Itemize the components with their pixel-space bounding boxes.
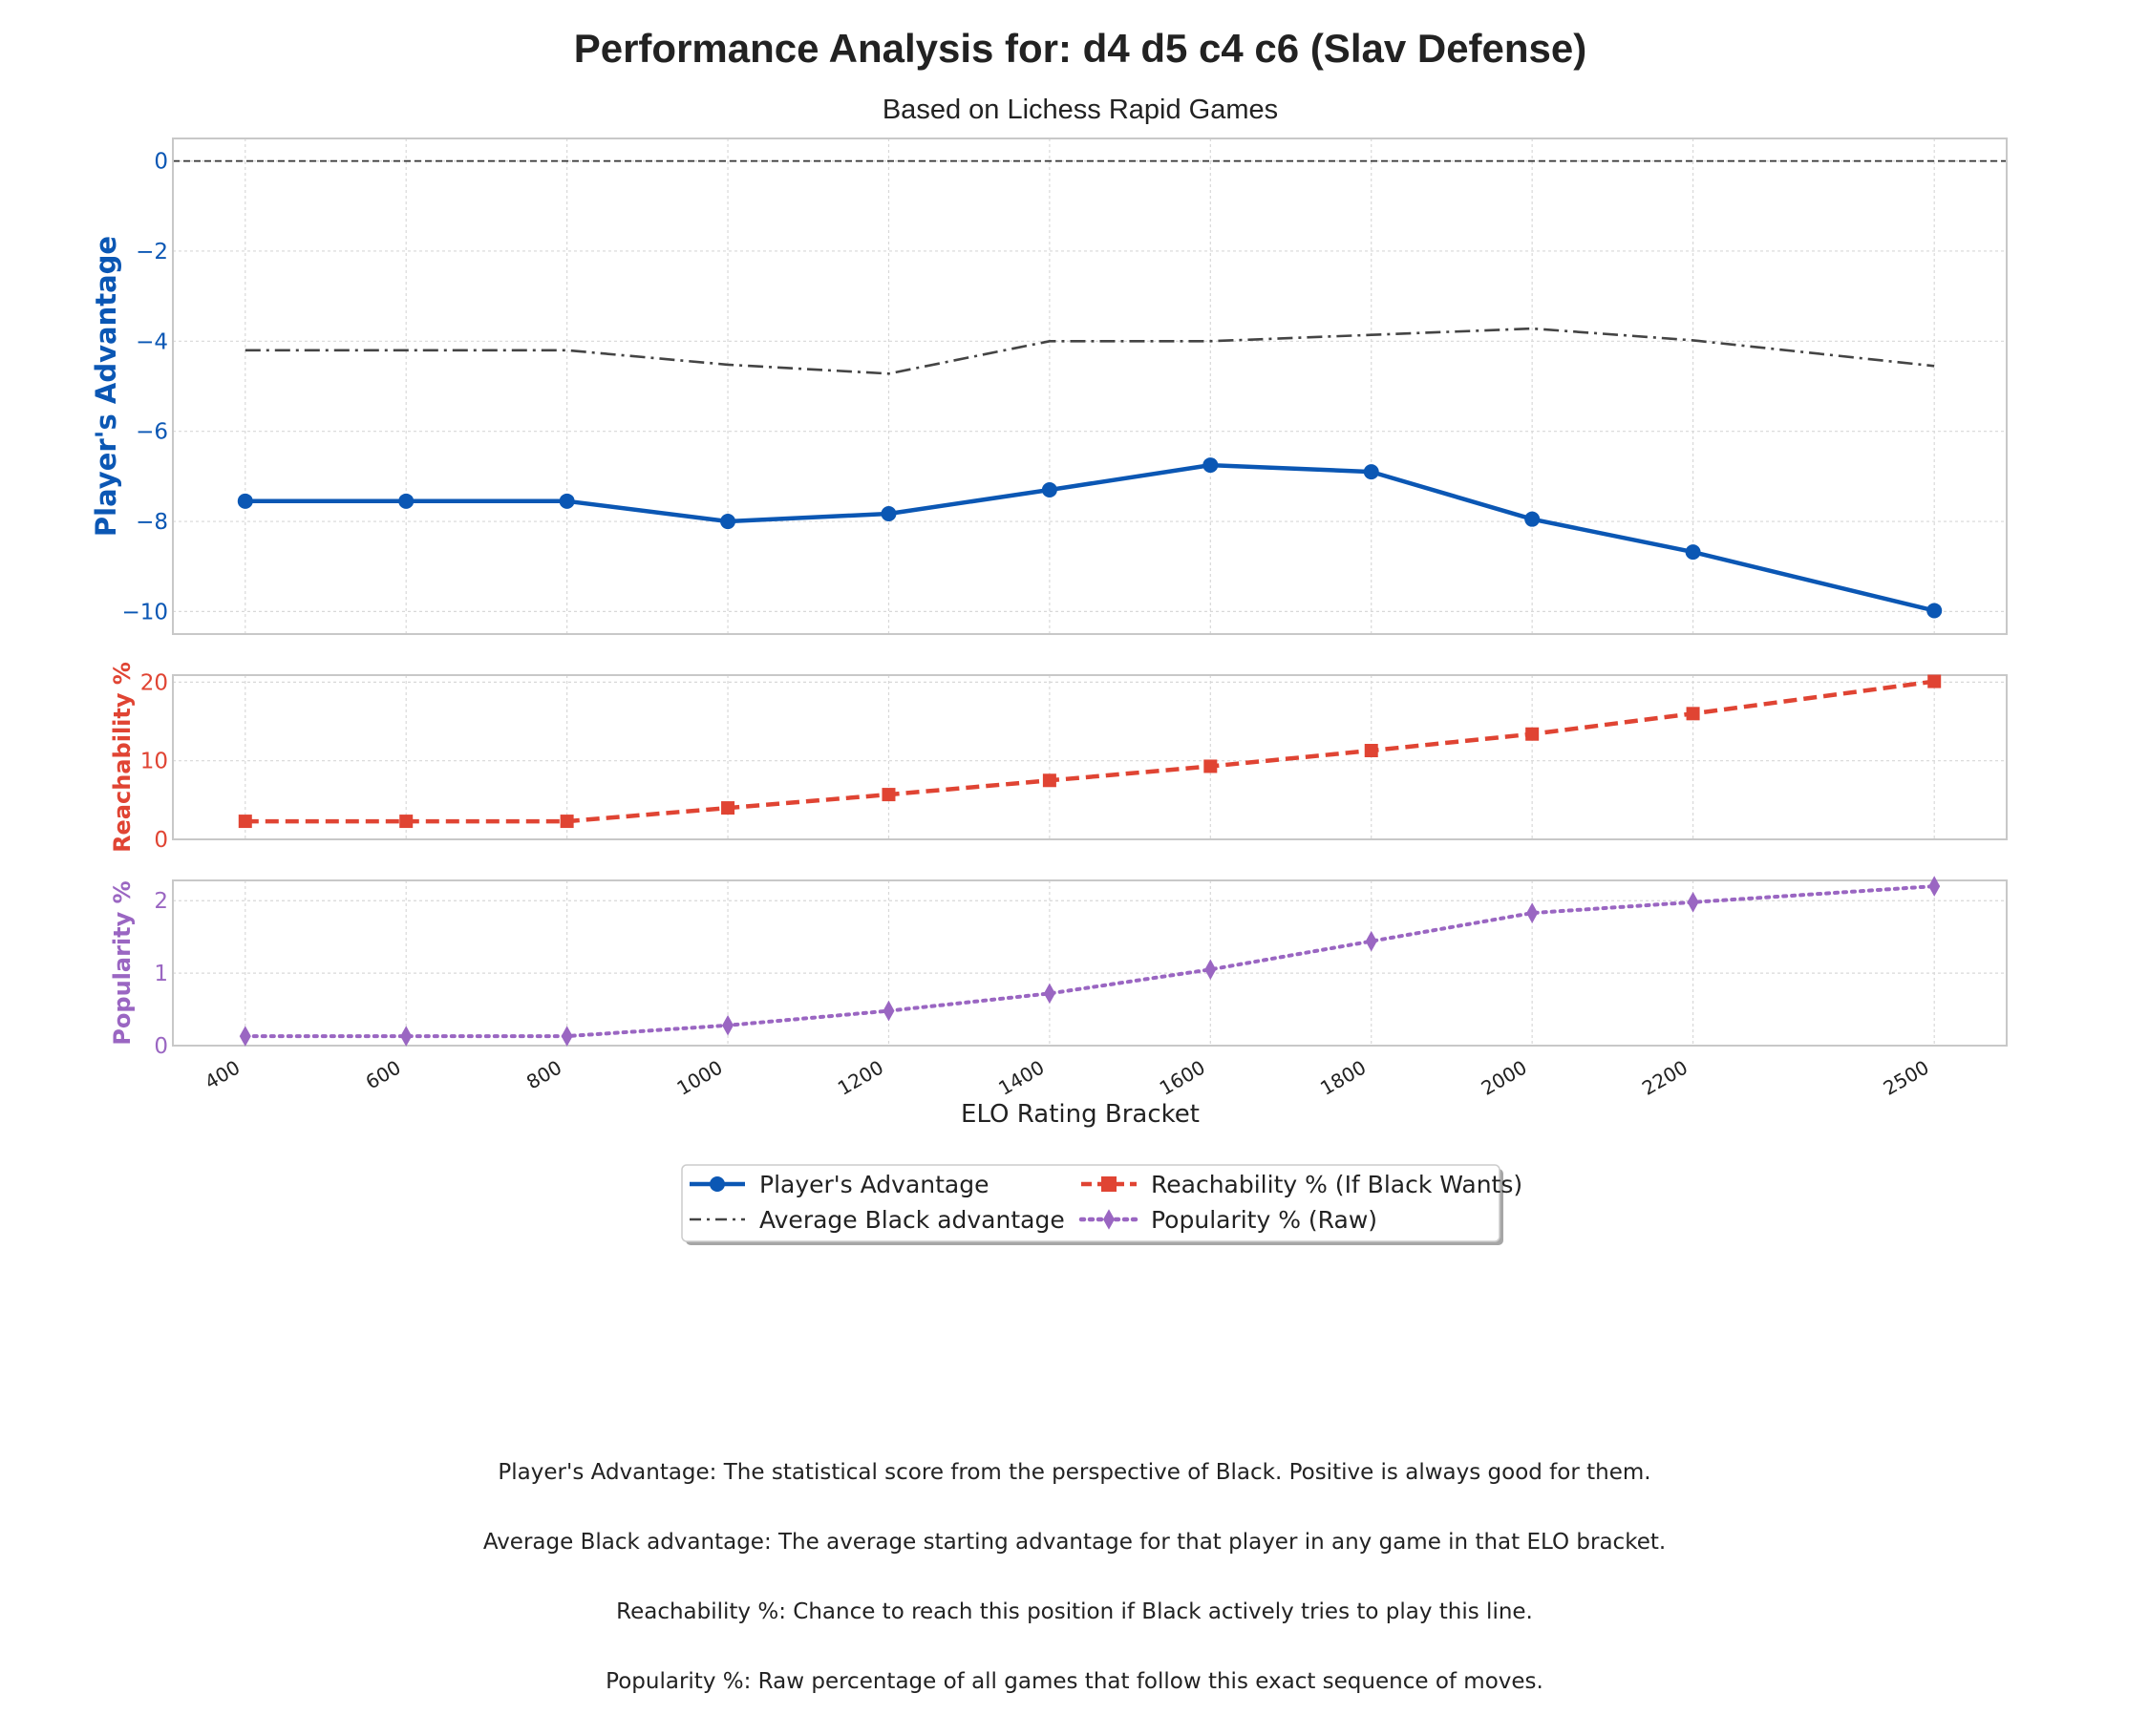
y-tick-label: 10	[140, 750, 168, 774]
note-reachability: Reachability %: Chance to reach this pos…	[616, 1599, 1533, 1624]
data-point-reachability-if-black-wants	[238, 815, 252, 829]
data-point-player-s-advantage	[237, 493, 253, 509]
y-tick-label: −2	[136, 240, 168, 265]
data-point-popularity-raw	[722, 1014, 734, 1036]
explanation-notes: Player's Advantage: The statistical scor…	[0, 1457, 2149, 1736]
x-tick-label: 2200	[1638, 1056, 1692, 1100]
x-tick-labels: 400 600 800 1000 1200 1400 1600 1800 2000 2200 250…	[201, 1056, 1932, 1100]
chart-title: Performance Analysis for: d4 d5 c4 c6 (S…	[574, 26, 1587, 71]
legend-label-average-black-advantage: Average Black advantage	[759, 1206, 1065, 1234]
data-point-popularity-raw	[1043, 983, 1055, 1005]
series-line-player-s-advantage	[245, 462, 1935, 613]
data-point-popularity-raw	[561, 1026, 573, 1047]
x-tick-label: 2000	[1478, 1056, 1531, 1100]
series-reachability-if-black-wants	[238, 674, 1942, 829]
legend-marker-player-s-advantage	[710, 1176, 725, 1192]
data-point-reachability-if-black-wants	[399, 815, 414, 829]
legend-item-reachability-if-black-wants: Reachability % (If Black Wants)	[1081, 1171, 1522, 1198]
data-point-popularity-raw	[1687, 891, 1699, 913]
data-point-reachability-if-black-wants	[1686, 707, 1700, 721]
data-point-popularity-raw	[400, 1026, 413, 1047]
legend-item-average-black-advantage: Average Black advantage	[690, 1206, 1065, 1234]
data-point-player-s-advantage	[1202, 457, 1219, 474]
y-tick-label: −4	[136, 329, 168, 354]
data-point-player-s-advantage	[1363, 464, 1379, 480]
data-point-player-s-advantage	[398, 493, 415, 509]
data-point-player-s-advantage	[559, 493, 575, 509]
y-tick-label: 0	[154, 150, 168, 175]
y-tick-label: −8	[136, 510, 168, 535]
y-tick-label: −6	[136, 420, 168, 445]
data-point-player-s-advantage	[1041, 482, 1057, 498]
x-tick-label: 1800	[1316, 1056, 1370, 1100]
data-point-popularity-raw	[1526, 902, 1539, 923]
data-point-reachability-if-black-wants	[1927, 674, 1942, 688]
y-axis-label-player-s-advantage: Player's Advantage	[90, 236, 122, 537]
series-average-black-advantage	[245, 327, 1935, 375]
data-point-popularity-raw	[1365, 930, 1377, 952]
y-tick-label: 0	[154, 828, 168, 853]
x-tick-label: 400	[201, 1056, 244, 1094]
chart-subtitle: Based on Lichess Rapid Games	[883, 95, 1278, 125]
data-point-player-s-advantage	[881, 506, 897, 522]
data-point-player-s-advantage	[1524, 511, 1541, 527]
data-point-reachability-if-black-wants	[882, 788, 896, 802]
series-line-reachability-if-black-wants	[245, 679, 1935, 824]
legend-box	[681, 1164, 1500, 1242]
panel-popularity: 0 1 2 Popularity %	[109, 876, 2008, 1059]
x-tick-label: 1200	[834, 1056, 887, 1100]
series-line-average-black-advantage	[245, 327, 1935, 375]
y-tick-label: 20	[140, 670, 168, 695]
y-axis-label-popularity: Popularity %	[109, 880, 136, 1045]
panel-frame	[172, 879, 2008, 1047]
y-tick-label: 0	[154, 1034, 168, 1059]
x-tick-label: 600	[362, 1056, 405, 1094]
x-axis-label: ELO Rating Bracket	[961, 1100, 1200, 1129]
legend-label-player-s-advantage: Player's Advantage	[759, 1171, 989, 1198]
legend: Player's Advantage Average Black advantag…	[681, 1164, 1522, 1245]
series-player-s-advantage	[237, 457, 1943, 619]
x-tick-label: 800	[522, 1056, 565, 1094]
data-point-reachability-if-black-wants	[721, 801, 735, 815]
x-tick-label: 1600	[1156, 1056, 1209, 1100]
y-tick-label: 2	[154, 889, 168, 914]
note-average-black-advantage: Average Black advantage: The average sta…	[482, 1530, 1667, 1555]
legend-item-player-s-advantage: Player's Advantage	[690, 1171, 989, 1198]
legend-marker-popularity-raw	[1103, 1209, 1115, 1230]
legend-item-popularity-raw: Popularity % (Raw)	[1078, 1206, 1377, 1234]
legend-marker-reachability-if-black-wants	[1101, 1176, 1117, 1192]
note-players-advantage: Player's Advantage: The statistical scor…	[498, 1460, 1651, 1485]
x-tick-label: 1400	[994, 1056, 1048, 1100]
panel-frame	[172, 138, 2008, 635]
data-point-player-s-advantage	[1926, 603, 1943, 619]
data-point-reachability-if-black-wants	[1525, 727, 1540, 741]
note-popularity: Popularity %: Raw percentage of all game…	[606, 1669, 1543, 1694]
data-point-player-s-advantage	[720, 514, 736, 530]
data-point-reachability-if-black-wants	[1364, 744, 1378, 758]
data-point-reachability-if-black-wants	[1203, 759, 1218, 773]
data-point-popularity-raw	[1928, 876, 1941, 897]
panel-frame	[172, 674, 2008, 840]
y-axis-label-reachability: Reachability %	[109, 662, 136, 853]
data-point-popularity-raw	[1204, 959, 1217, 981]
x-tick-label: 2500	[1880, 1056, 1933, 1100]
x-tick-label: 1000	[672, 1056, 726, 1100]
y-tick-label: 1	[154, 962, 168, 986]
data-point-popularity-raw	[239, 1026, 251, 1047]
legend-label-popularity-raw: Popularity % (Raw)	[1151, 1206, 1377, 1234]
data-point-reachability-if-black-wants	[1042, 773, 1056, 788]
panel-player-s-advantage: 0 −2 −4 −6 −8 −10 Player's Advantage	[90, 138, 2008, 635]
series-popularity-raw	[239, 876, 1941, 1047]
y-tick-label: −10	[121, 600, 168, 625]
legend-label-reachability-if-black-wants: Reachability % (If Black Wants)	[1151, 1171, 1522, 1198]
data-point-popularity-raw	[883, 1000, 895, 1022]
data-point-reachability-if-black-wants	[560, 815, 574, 829]
series-line-popularity-raw	[243, 884, 1937, 1039]
data-point-player-s-advantage	[1685, 544, 1701, 561]
